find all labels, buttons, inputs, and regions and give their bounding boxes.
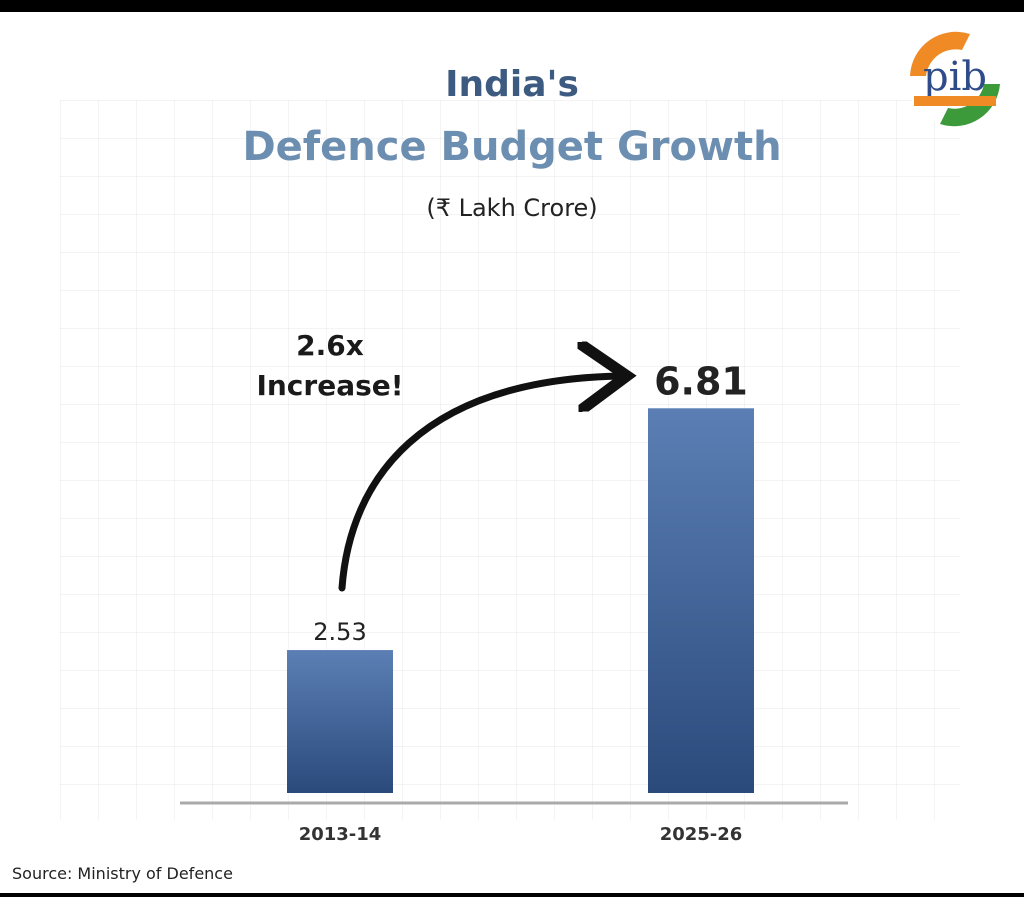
unit-label: (₹ Lakh Crore): [426, 194, 598, 222]
grid-background: [60, 100, 960, 820]
chart-title: India's: [445, 64, 579, 105]
bottom-border: [0, 893, 1024, 897]
svg-text:pib: pib: [923, 54, 987, 100]
bar-2013-14: [287, 650, 393, 793]
x-tick-label-2013-14: 2013-14: [299, 824, 382, 845]
growth-arrow: [338, 376, 620, 592]
top-border: [0, 0, 1024, 12]
x-tick-label-2025-26: 2025-26: [660, 824, 743, 845]
value-label-2013-14: 2.53: [313, 618, 366, 646]
value-label-2025-26: 6.81: [654, 359, 748, 403]
bar-2025-26: [648, 408, 754, 793]
growth-text: Increase!: [256, 369, 404, 402]
pib-logo: pib: [907, 30, 1003, 127]
chart-subtitle: Defence Budget Growth: [242, 124, 782, 170]
source-note: Source: Ministry of Defence: [12, 864, 233, 883]
growth-multiplier: 2.6x: [296, 329, 364, 362]
growth-annotation: 2.6x Increase!: [230, 326, 430, 406]
